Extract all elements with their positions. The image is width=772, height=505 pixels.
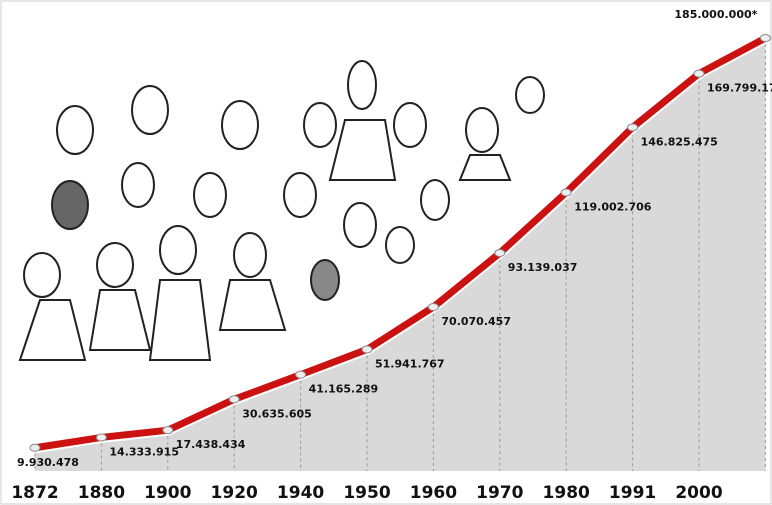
point xyxy=(427,302,439,311)
people-illustration xyxy=(18,60,545,361)
area-fill xyxy=(35,38,766,471)
x-tick-label: 1970 xyxy=(476,483,523,503)
value-label: 41.165.289 xyxy=(309,383,379,396)
value-label: 146.825.475 xyxy=(641,135,718,148)
x-tick-label: 2000 xyxy=(675,483,722,503)
x-tick-label: 1880 xyxy=(78,483,125,503)
point xyxy=(361,345,373,354)
value-label: 93.139.037 xyxy=(508,261,578,274)
x-tick-label: 1980 xyxy=(543,483,590,503)
point xyxy=(560,188,572,197)
point xyxy=(228,395,240,404)
x-tick-label: 1991 xyxy=(609,483,656,503)
value-label: 51.941.767 xyxy=(375,357,445,370)
value-label: 9.930.478 xyxy=(17,456,79,469)
point xyxy=(295,370,307,379)
line xyxy=(34,34,768,452)
x-tick-label: 1940 xyxy=(277,483,324,503)
value-label: 14.333.915 xyxy=(109,445,179,458)
value-label: 185.000.000* xyxy=(674,8,757,21)
x-tick-label: 1900 xyxy=(144,483,191,503)
point xyxy=(29,443,41,452)
point xyxy=(162,426,174,435)
value-label: 30.635.605 xyxy=(242,407,312,420)
value-label: 70.070.457 xyxy=(441,315,511,328)
value-label: 17.438.434 xyxy=(176,438,246,451)
value-label: 169.799.170 xyxy=(707,82,772,95)
point xyxy=(693,69,705,78)
x-tick-label: 1950 xyxy=(343,483,390,503)
point xyxy=(759,34,771,42)
point xyxy=(627,123,639,132)
x-tick-label: 1960 xyxy=(410,483,457,503)
x-tick-label: 1920 xyxy=(211,483,258,503)
point xyxy=(494,249,506,258)
value-label: 119.002.706 xyxy=(574,200,652,213)
x-tick-label: 1872 xyxy=(11,483,58,503)
point xyxy=(95,433,107,442)
